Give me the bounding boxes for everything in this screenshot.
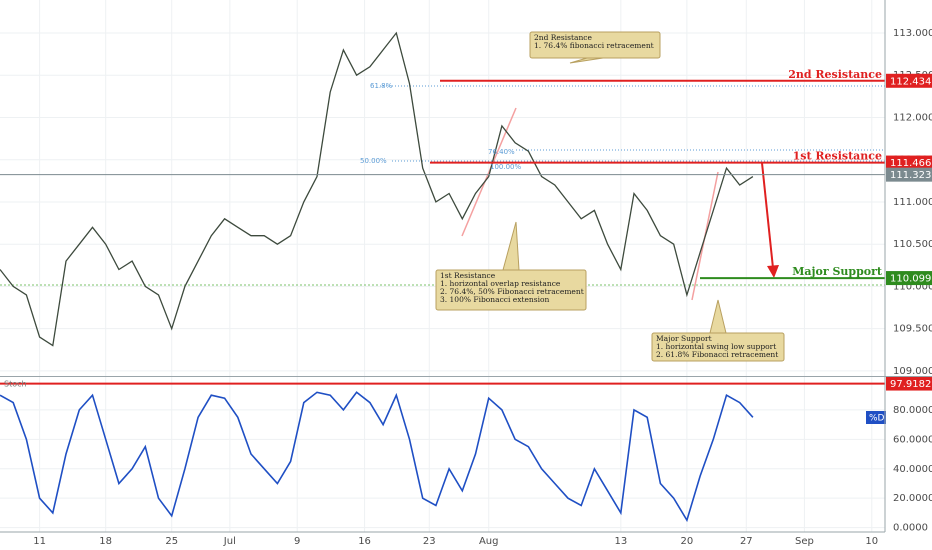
legend-box: [866, 411, 886, 424]
marks-layer: [0, 31, 885, 523]
y-tick-label: 109.500: [893, 324, 932, 335]
y-tick-label: 20.0000: [893, 493, 932, 504]
callout-line: 1. horizontal overlap resistance: [440, 279, 561, 288]
level-name: Major Support: [792, 265, 883, 278]
grid-layer: [0, 0, 885, 532]
callout-line: 2. 61.8% Fibonacci retracement: [656, 350, 778, 359]
callout-line: 1. horizontal swing low support: [656, 342, 776, 351]
level-price-label: 111.466: [890, 158, 931, 169]
y-tick-label: 110.500: [893, 239, 932, 250]
callout-line: 3. 100% Fibonacci extension: [440, 295, 549, 304]
x-tick-label: 16: [358, 536, 371, 547]
forecast-arrow: [761, 162, 774, 269]
callout-line: 2. 76.4%, 50% Fibonacci retracement: [440, 287, 584, 296]
y-tick-label: 111.000: [893, 197, 932, 208]
y-tick-label: 110.000: [893, 281, 932, 292]
level-price-box: [886, 73, 932, 88]
level-price-box: [886, 167, 932, 182]
y-tick-label: 113.000: [893, 28, 932, 39]
x-tick-label: 27: [740, 536, 753, 547]
y-tick-label: 80.0000: [893, 405, 932, 416]
callout-title: 2nd Resistance: [534, 33, 592, 42]
x-tick-label: Aug: [479, 536, 499, 547]
callout-line: 1. 76.4% fibonacci retracement: [534, 41, 654, 50]
level-price-label: 111.323: [890, 170, 931, 181]
level-price-label: 110.099: [890, 274, 931, 285]
level-price-label: 97.9182: [890, 379, 931, 390]
x-tick-label: Jul: [223, 536, 236, 547]
x-tick-label: 20: [680, 536, 693, 547]
x-tick-label: 18: [99, 536, 112, 547]
panel-title: Stoch: [4, 380, 27, 389]
level-price-box: [886, 271, 932, 286]
x-tick-label: 25: [165, 536, 178, 547]
fib-arrow: [461, 107, 517, 237]
legend-label: %D: [869, 414, 885, 424]
x-tick-label: 10: [865, 536, 878, 547]
fib-label: 76.40%: [488, 148, 515, 156]
data-line: [0, 391, 754, 523]
callout-cover: [531, 33, 659, 57]
callout-cover: [653, 334, 783, 360]
callout-title: Major Support: [656, 334, 712, 343]
x-tick-label: 11: [33, 536, 46, 547]
level-price-label: 112.434: [890, 76, 931, 87]
level-name: 2nd Resistance: [788, 68, 882, 81]
fib-label: 61.8%: [370, 82, 393, 90]
callout-cover: [437, 271, 585, 309]
x-tick-label: 13: [614, 536, 627, 547]
y-tick-label: 40.0000: [893, 464, 932, 475]
level-name: 1st Resistance: [793, 150, 882, 163]
data-line: [0, 31, 754, 347]
y-tick-label: 60.0000: [893, 434, 932, 445]
level-price-box: [886, 155, 932, 170]
x-tick-label: 23: [423, 536, 436, 547]
y-tick-label: 112.000: [893, 112, 932, 123]
overlay-layer: 11 18 25 Jul 9 16 23 Aug 13 20 27 Sep 10 109.000 109.5…: [4, 28, 932, 547]
level-price-box: [886, 376, 932, 391]
fib-label: 50.00%: [360, 157, 387, 165]
x-tick-label: 9: [294, 536, 300, 547]
y-tick-label: 109.000: [893, 366, 932, 377]
forecast-arrow-head: [767, 265, 779, 278]
y-tick-label: 0.0000: [893, 523, 928, 534]
callout-title: 1st Resistance: [440, 271, 496, 280]
fib-label: 100.00%: [490, 163, 521, 171]
x-tick-label: Sep: [795, 536, 814, 547]
